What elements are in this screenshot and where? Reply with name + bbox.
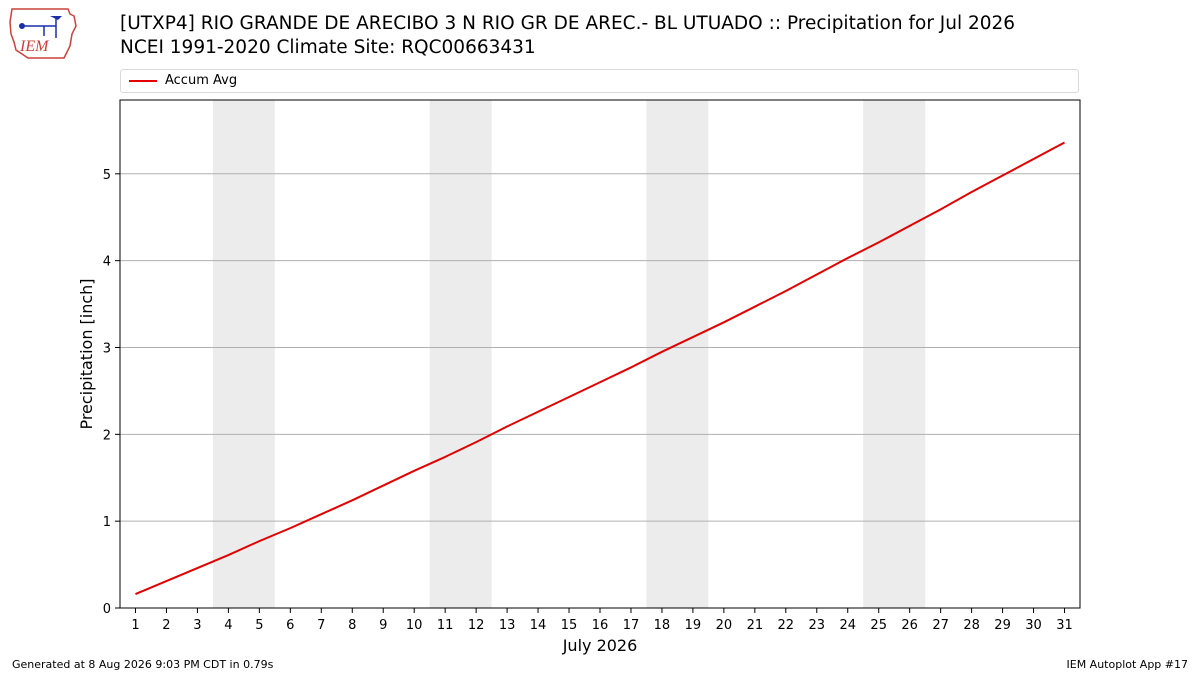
weekend-shade-1 bbox=[429, 100, 492, 608]
xtick-label-27: 27 bbox=[932, 618, 949, 633]
chart-title: [UTXP4] RIO GRANDE DE ARECIBO 3 N RIO GR… bbox=[120, 12, 1015, 60]
x-axis-label: July 2026 bbox=[562, 636, 638, 655]
plot-frame bbox=[119, 99, 1081, 609]
weekend-shade-3 bbox=[863, 100, 926, 608]
xtick-label-16: 16 bbox=[592, 618, 609, 633]
xtick-label-25: 25 bbox=[870, 618, 887, 633]
xtick-label-4: 4 bbox=[224, 618, 232, 633]
xtick-label-22: 22 bbox=[778, 618, 795, 633]
xtick-label-29: 29 bbox=[994, 618, 1011, 633]
xtick-label-11: 11 bbox=[437, 618, 454, 633]
xtick-label-19: 19 bbox=[685, 618, 702, 633]
ytick-label-4: 4 bbox=[103, 255, 111, 270]
ytick-label-5: 5 bbox=[103, 168, 111, 183]
title-line-2: NCEI 1991-2020 Climate Site: RQC00663431 bbox=[120, 37, 536, 58]
weekend-shade-0 bbox=[212, 100, 275, 608]
xtick-label-14: 14 bbox=[530, 618, 547, 633]
xtick-label-6: 6 bbox=[286, 618, 294, 633]
xtick-label-21: 21 bbox=[747, 618, 764, 633]
xtick-label-12: 12 bbox=[468, 618, 485, 633]
xtick-label-13: 13 bbox=[499, 618, 516, 633]
app-label: IEM Autoplot App #17 bbox=[1066, 658, 1189, 671]
xtick-label-31: 31 bbox=[1056, 618, 1073, 633]
ytick-label-0: 0 bbox=[103, 602, 111, 617]
xtick-label-18: 18 bbox=[654, 618, 671, 633]
title-line-1: [UTXP4] RIO GRANDE DE ARECIBO 3 N RIO GR… bbox=[120, 13, 1016, 34]
xtick-label-28: 28 bbox=[963, 618, 980, 633]
ytick-label-3: 3 bbox=[103, 341, 111, 356]
ytick-label-1: 1 bbox=[103, 515, 111, 530]
xtick-label-8: 8 bbox=[348, 618, 356, 633]
legend: Accum Avg bbox=[120, 69, 1079, 93]
xtick-label-5: 5 bbox=[255, 618, 263, 633]
xtick-label-10: 10 bbox=[406, 618, 423, 633]
xtick-label-1: 1 bbox=[131, 618, 139, 633]
y-axis-label: Precipitation [inch] bbox=[77, 278, 96, 429]
iem-logo-text: IEM bbox=[19, 38, 50, 55]
xtick-label-23: 23 bbox=[809, 618, 826, 633]
xtick-label-9: 9 bbox=[379, 618, 387, 633]
xtick-label-20: 20 bbox=[716, 618, 733, 633]
xtick-label-24: 24 bbox=[839, 618, 856, 633]
xtick-label-3: 3 bbox=[193, 618, 201, 633]
legend-label: Accum Avg bbox=[165, 73, 238, 88]
xtick-label-7: 7 bbox=[317, 618, 325, 633]
legend-line-swatch bbox=[129, 80, 157, 82]
xtick-label-17: 17 bbox=[623, 618, 640, 633]
generated-timestamp: Generated at 8 Aug 2026 9:03 PM CDT in 0… bbox=[12, 658, 274, 671]
xtick-label-30: 30 bbox=[1025, 618, 1042, 633]
xtick-label-26: 26 bbox=[901, 618, 918, 633]
iem-logo: IEM bbox=[9, 8, 77, 59]
xtick-label-2: 2 bbox=[162, 618, 170, 633]
xtick-label-15: 15 bbox=[561, 618, 578, 633]
ytick-label-2: 2 bbox=[103, 428, 111, 443]
